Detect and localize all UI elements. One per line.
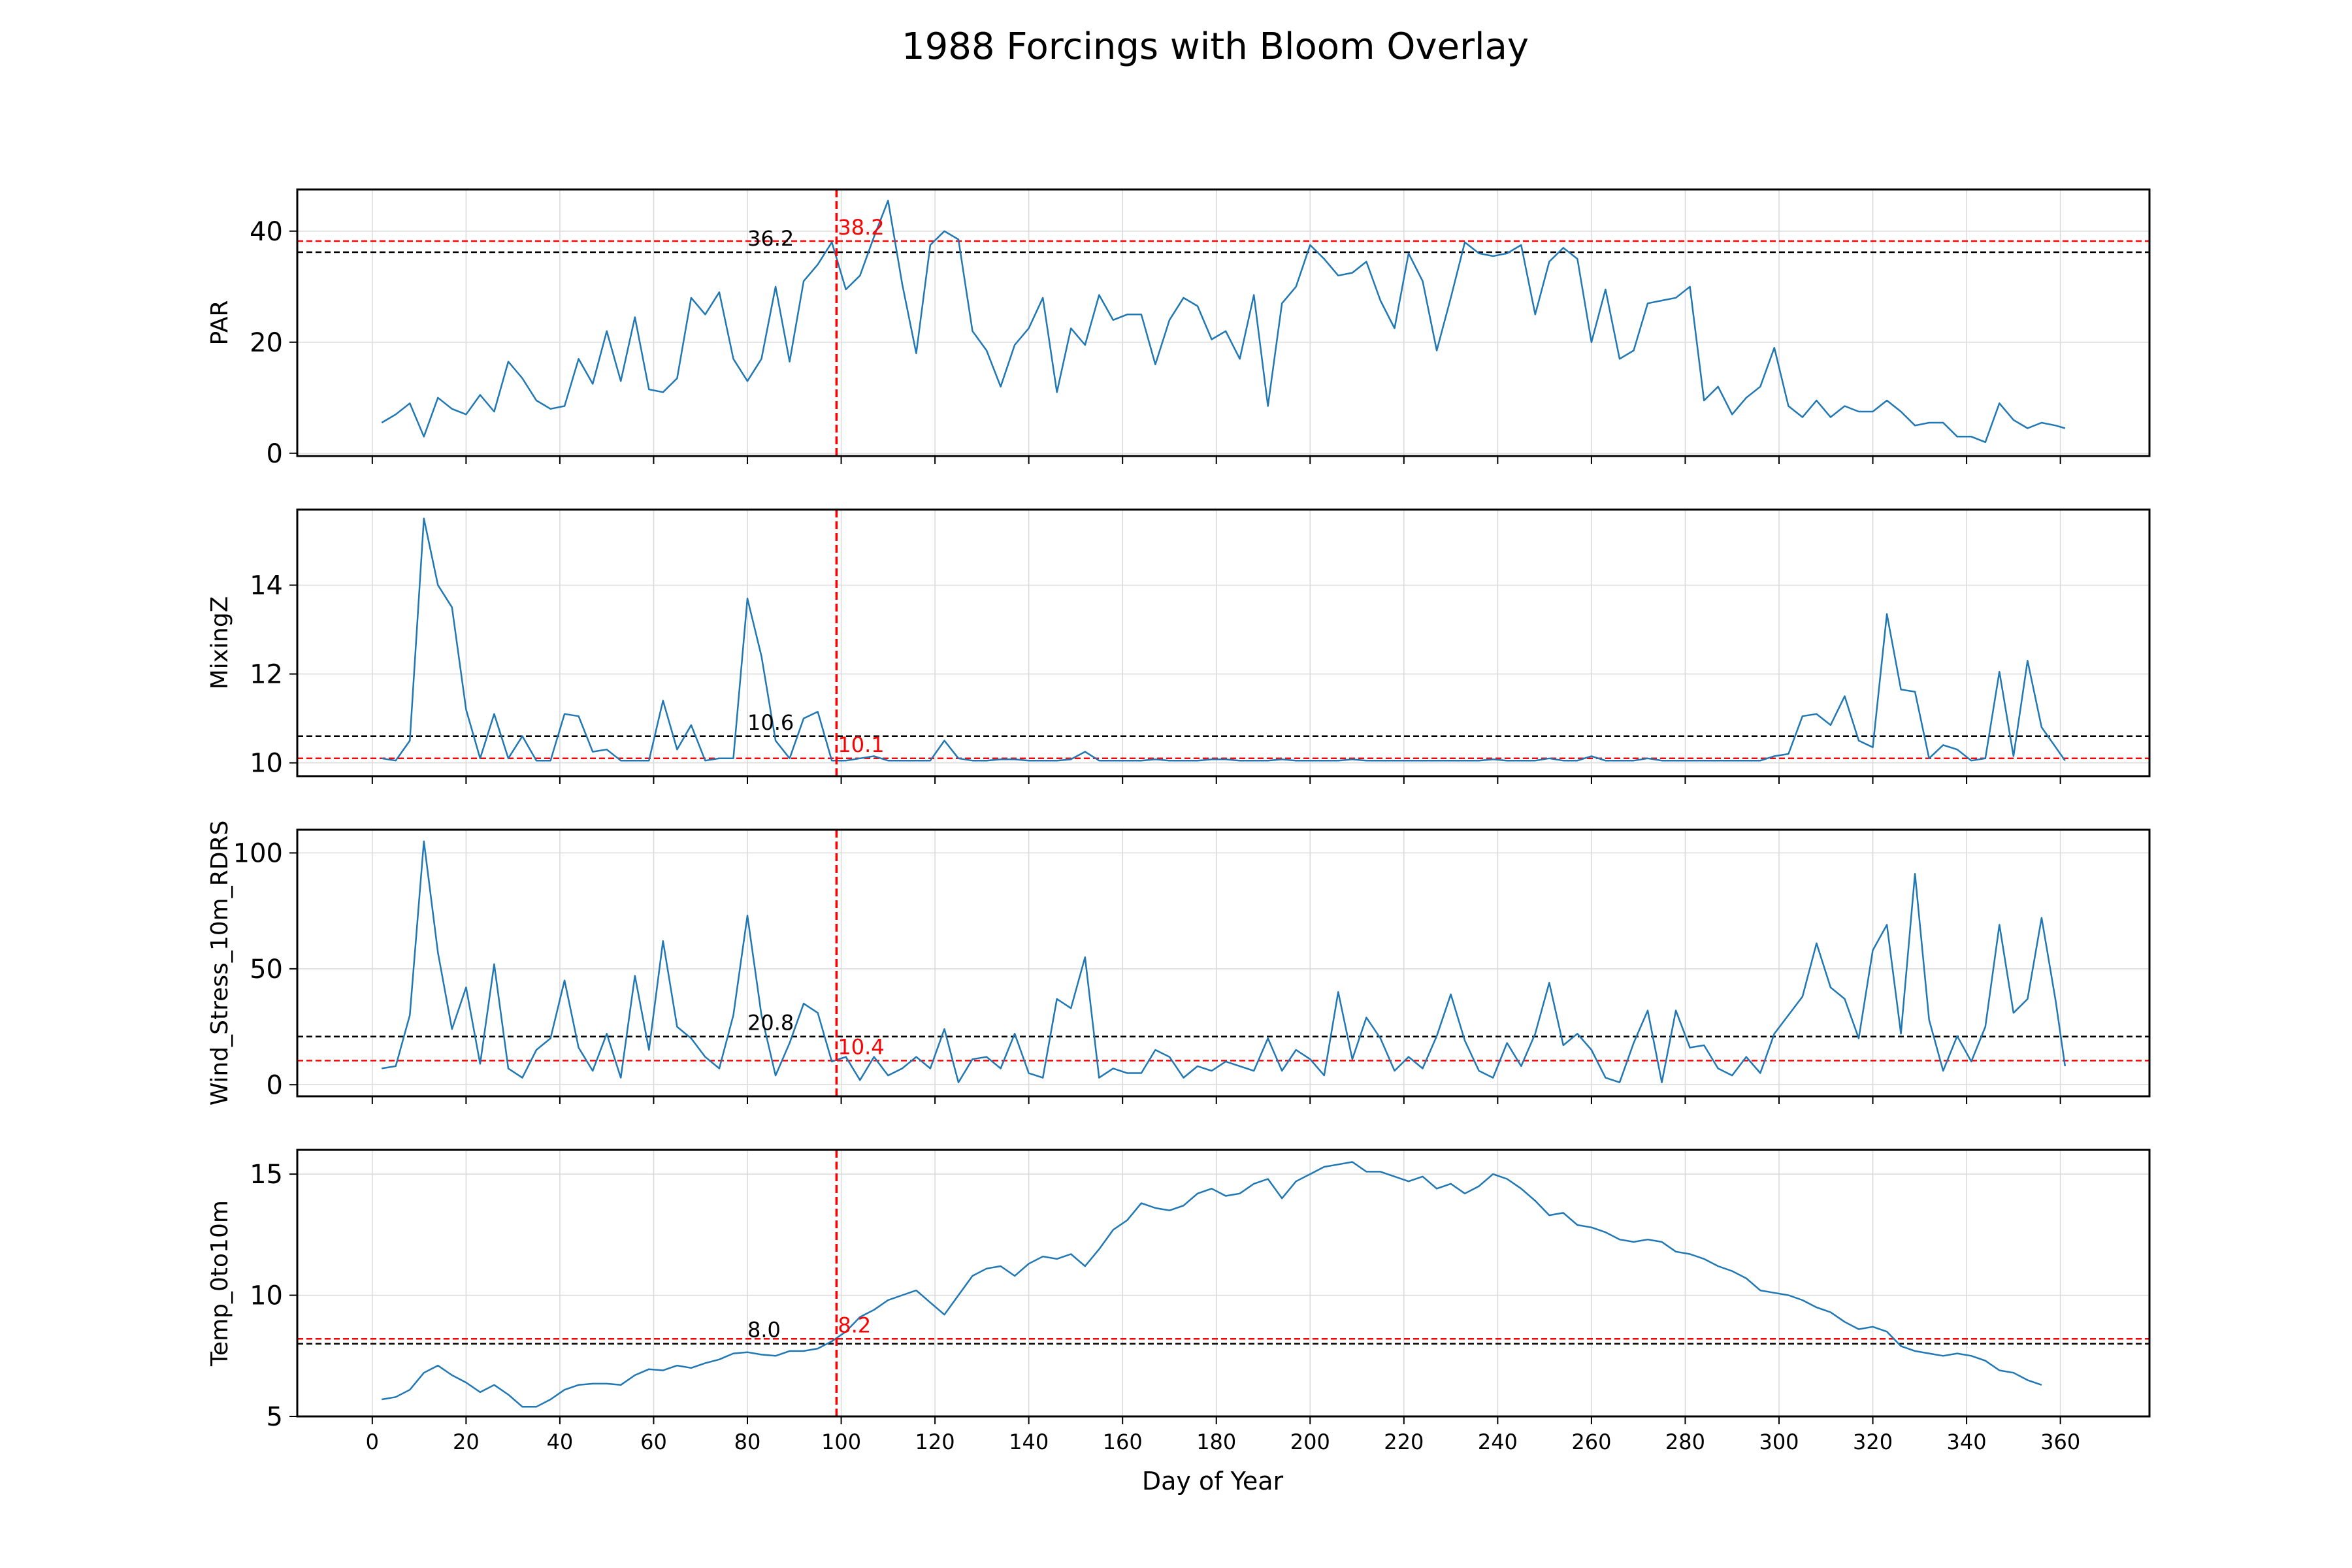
series-line bbox=[381, 1161, 2042, 1408]
x-tick-label: 100 bbox=[821, 1429, 861, 1454]
series-line bbox=[382, 517, 2066, 762]
y-tick-label: 14 bbox=[250, 571, 283, 601]
axes-frame bbox=[296, 828, 2151, 1098]
y-axis-label: Temp_0to10m bbox=[206, 1200, 233, 1367]
x-tick-label: 280 bbox=[1665, 1429, 1705, 1454]
bloom-threshold-label: 38.2 bbox=[838, 215, 884, 240]
x-axis: 0 20 40 60 80 100 120 140 160 180 200 220 240 260 280 3… bbox=[366, 1429, 2081, 1454]
bloom-threshold-label: 10.4 bbox=[838, 1034, 884, 1059]
figure-title: 1988 Forcings with Bloom Overlay bbox=[902, 25, 1529, 68]
x-tick-label: 40 bbox=[547, 1429, 574, 1454]
panel-1: 0 20 40 36.2 38.2 PAR bbox=[206, 188, 2151, 469]
bloom-threshold-label: 8.2 bbox=[838, 1313, 871, 1337]
x-tick-label: 120 bbox=[915, 1429, 955, 1454]
y-axis-label: MixingZ bbox=[206, 596, 233, 690]
panel-4: 5 10 15 8.0 8.2 Temp_0to10m bbox=[206, 1149, 2151, 1432]
x-tick-label: 180 bbox=[1196, 1429, 1236, 1454]
y-tick-label: 10 bbox=[250, 1281, 283, 1311]
x-tick-label: 320 bbox=[1853, 1429, 1893, 1454]
x-tick-label: 240 bbox=[1478, 1429, 1518, 1454]
panel-2: 10 12 14 10.6 10.1 MixingZ bbox=[206, 508, 2151, 784]
x-axis-label: Day of Year bbox=[1142, 1467, 1284, 1495]
axes-frame bbox=[296, 508, 2151, 777]
mean-threshold-label: 20.8 bbox=[747, 1010, 794, 1035]
x-tick-label: 0 bbox=[366, 1429, 379, 1454]
y-tick-label: 10 bbox=[250, 749, 283, 779]
y-tick-label: 12 bbox=[250, 660, 283, 690]
x-tick-label: 340 bbox=[1947, 1429, 1987, 1454]
x-tick-label: 200 bbox=[1290, 1429, 1330, 1454]
axes-frame bbox=[296, 188, 2151, 457]
x-tick-label: 360 bbox=[2040, 1429, 2080, 1454]
x-tick-label: 300 bbox=[1759, 1429, 1799, 1454]
y-tick-label: 40 bbox=[250, 217, 283, 247]
y-tick-label: 15 bbox=[250, 1160, 283, 1190]
x-tick-label: 20 bbox=[453, 1429, 480, 1454]
y-tick-label: 100 bbox=[233, 838, 283, 868]
axes-frame bbox=[296, 1149, 2151, 1418]
mean-threshold-label: 8.0 bbox=[747, 1318, 781, 1343]
y-axis-label: PAR bbox=[206, 300, 233, 345]
y-tick-label: 50 bbox=[250, 955, 283, 985]
mean-threshold-label: 10.6 bbox=[747, 710, 794, 735]
x-tick-label: 220 bbox=[1384, 1429, 1424, 1454]
x-tick-label: 60 bbox=[640, 1429, 667, 1454]
x-tick-label: 140 bbox=[1009, 1429, 1049, 1454]
x-tick-label: 260 bbox=[1571, 1429, 1611, 1454]
mean-threshold-label: 36.2 bbox=[747, 226, 794, 251]
series-line bbox=[381, 840, 2066, 1083]
y-tick-label: 0 bbox=[267, 1070, 283, 1100]
panel-3: 0 50 100 20.8 10.4 Wind_Stress_10m_RDRS bbox=[206, 821, 2151, 1106]
bloom-threshold-label: 10.1 bbox=[838, 732, 884, 757]
y-axis-label: Wind_Stress_10m_RDRS bbox=[206, 821, 233, 1106]
y-tick-label: 20 bbox=[250, 328, 283, 358]
y-tick-label: 0 bbox=[267, 439, 283, 469]
x-tick-label: 80 bbox=[734, 1429, 761, 1454]
x-tick-label: 160 bbox=[1103, 1429, 1143, 1454]
series-line bbox=[381, 199, 2066, 444]
y-tick-label: 5 bbox=[267, 1402, 283, 1432]
